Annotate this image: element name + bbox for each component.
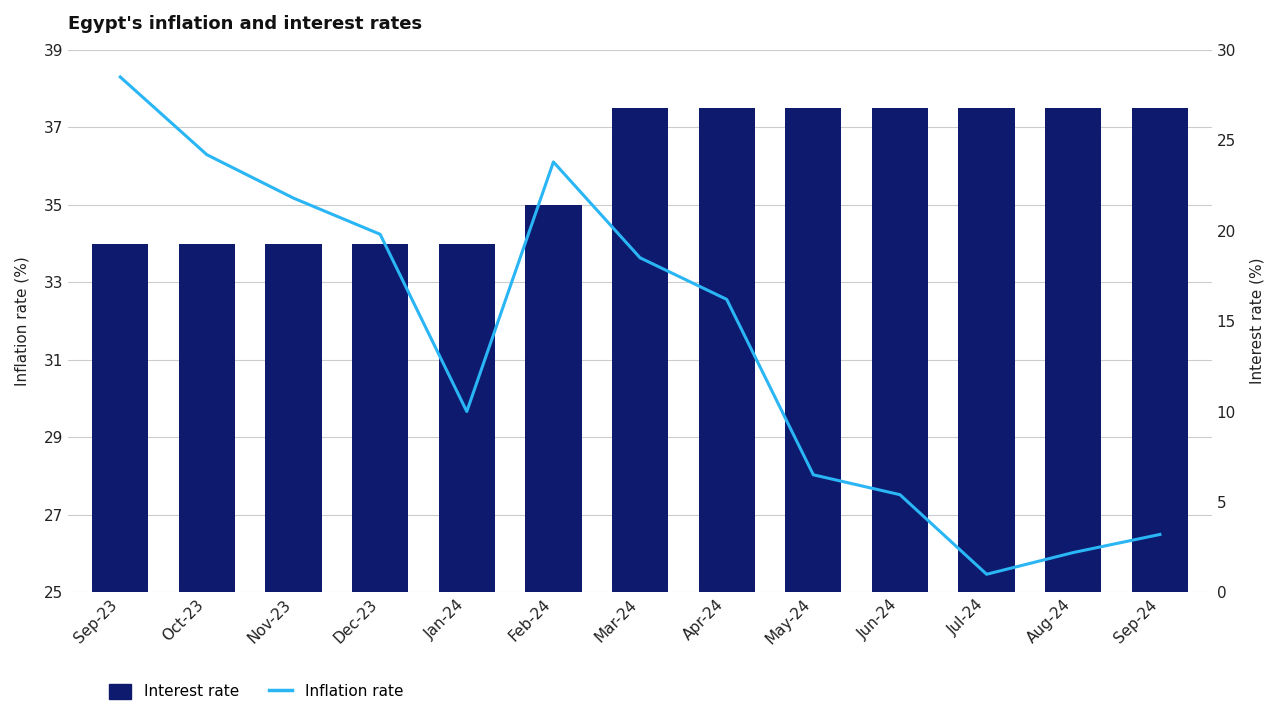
Text: Egypt's inflation and interest rates: Egypt's inflation and interest rates	[68, 15, 422, 33]
Bar	[699, 108, 755, 720]
Bar	[265, 243, 321, 720]
Bar	[1044, 108, 1101, 720]
Bar	[612, 108, 668, 720]
Y-axis label: Interest rate (%): Interest rate (%)	[1251, 258, 1265, 384]
Bar	[959, 108, 1015, 720]
Bar	[92, 243, 148, 720]
Bar	[872, 108, 928, 720]
Bar	[439, 243, 495, 720]
Bar	[525, 204, 581, 720]
Bar	[785, 108, 841, 720]
Y-axis label: Inflation rate (%): Inflation rate (%)	[15, 256, 29, 386]
Bar	[179, 243, 236, 720]
Legend: Interest rate, Inflation rate: Interest rate, Inflation rate	[102, 678, 410, 706]
Bar	[352, 243, 408, 720]
Bar	[1132, 108, 1188, 720]
